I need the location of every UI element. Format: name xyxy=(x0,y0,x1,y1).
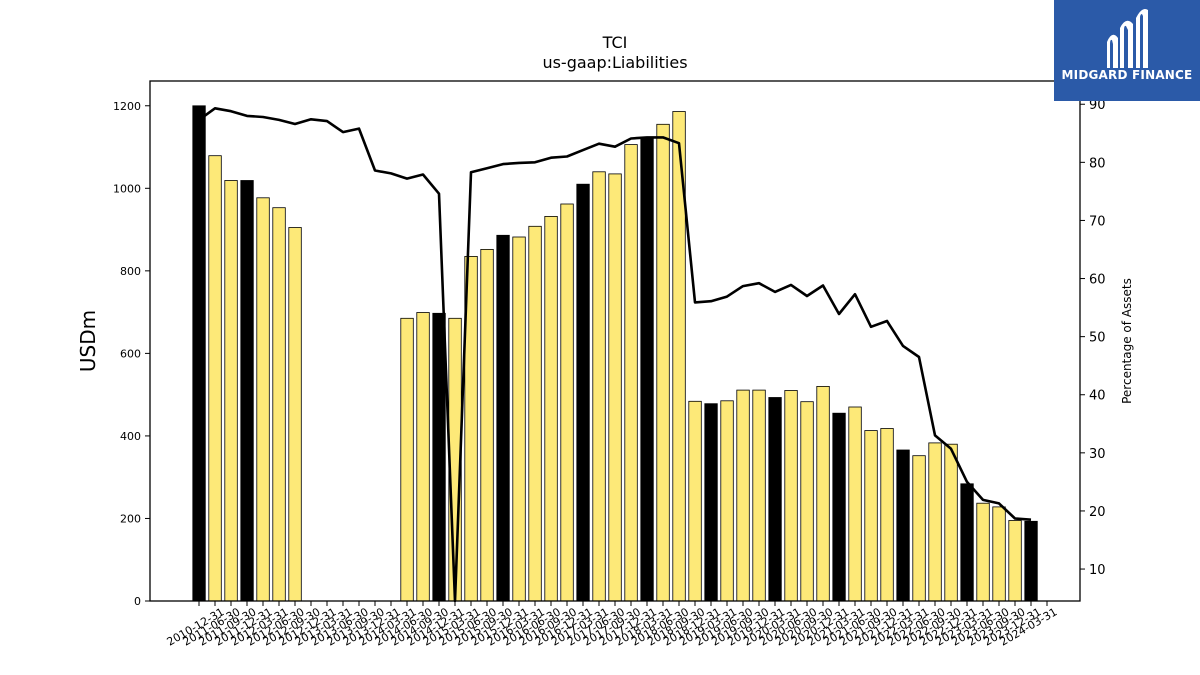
y-tick-label: 0 xyxy=(134,595,141,608)
bar-annual xyxy=(832,412,846,602)
bar-quarterly xyxy=(224,180,238,602)
brand-mark-icon xyxy=(1107,9,1148,68)
bar-quarterly xyxy=(560,203,574,602)
bar-annual xyxy=(960,483,974,602)
bar-quarterly xyxy=(288,227,302,602)
bar-quarterly xyxy=(208,155,222,602)
bar-quarterly xyxy=(592,171,606,602)
bar-quarterly xyxy=(784,390,798,602)
chart-subtitle: us-gaap:Liabilities xyxy=(542,53,687,72)
bar-quarterly xyxy=(992,506,1006,602)
bar-quarterly xyxy=(624,144,638,602)
bar-quarterly xyxy=(912,455,926,602)
y-tick-label: 600 xyxy=(120,347,141,360)
y-tick-label: 1000 xyxy=(113,182,141,195)
bar-quarterly xyxy=(688,400,702,602)
bar-annual xyxy=(768,397,782,602)
bar-group xyxy=(192,105,1038,602)
y2-tick-label: 70 xyxy=(1089,214,1106,229)
ratio-line xyxy=(198,107,1032,603)
bar-quarterly xyxy=(528,225,542,602)
bar-quarterly xyxy=(1008,520,1022,602)
ratio-line-group xyxy=(198,107,1032,603)
bar-quarterly xyxy=(608,173,622,602)
bar-annual xyxy=(704,403,718,602)
y2-tick-label: 50 xyxy=(1089,331,1106,346)
bar-annual xyxy=(192,105,206,602)
y-tick-label: 200 xyxy=(120,512,141,525)
y2-tick-label: 30 xyxy=(1089,447,1106,462)
bar-annual xyxy=(496,234,510,602)
bar-quarterly xyxy=(880,428,894,602)
bar-quarterly xyxy=(400,317,414,602)
bar-quarterly xyxy=(752,389,766,602)
bar-quarterly xyxy=(656,123,670,602)
y2-axis-label: Percentage of Assets xyxy=(1120,278,1134,404)
bar-annual xyxy=(640,136,654,602)
y2-tick-label: 60 xyxy=(1089,273,1106,288)
bar-annual xyxy=(1024,520,1038,602)
chart-title: TCI xyxy=(602,33,628,52)
brand-name: MIDGARD FINANCE xyxy=(1061,68,1193,82)
axes-group: 0200400600800100012001020304050607080902… xyxy=(113,80,1106,649)
bar-annual xyxy=(432,312,446,602)
y-tick-label: 800 xyxy=(120,265,141,278)
bar-quarterly xyxy=(976,502,990,602)
bar-annual xyxy=(896,449,910,602)
y2-tick-label: 10 xyxy=(1089,563,1106,578)
bar-quarterly xyxy=(544,215,558,602)
y-tick-label: 1200 xyxy=(113,100,141,113)
bar-annual xyxy=(576,183,590,602)
bar-quarterly xyxy=(944,443,958,602)
bar-quarterly xyxy=(416,312,430,602)
y-tick-label: 400 xyxy=(120,430,141,443)
bar-quarterly xyxy=(800,401,814,602)
bar-quarterly xyxy=(720,400,734,602)
y2-tick-label: 20 xyxy=(1089,505,1106,520)
y2-tick-label: 80 xyxy=(1089,156,1106,171)
bar-annual xyxy=(240,180,254,602)
y2-tick-label: 90 xyxy=(1089,98,1106,113)
bar-quarterly xyxy=(848,406,862,602)
y-axis-label: USDm xyxy=(76,310,100,372)
bar-quarterly xyxy=(864,430,878,602)
bar-quarterly xyxy=(256,197,270,602)
bar-quarterly xyxy=(512,236,526,602)
brand-logo: MIDGARD FINANCE xyxy=(1054,0,1200,101)
bar-quarterly xyxy=(736,389,750,602)
bar-quarterly xyxy=(816,385,830,602)
bar-quarterly xyxy=(480,248,494,602)
bar-quarterly xyxy=(272,207,286,602)
bar-quarterly xyxy=(928,442,942,602)
y2-tick-label: 40 xyxy=(1089,389,1106,404)
